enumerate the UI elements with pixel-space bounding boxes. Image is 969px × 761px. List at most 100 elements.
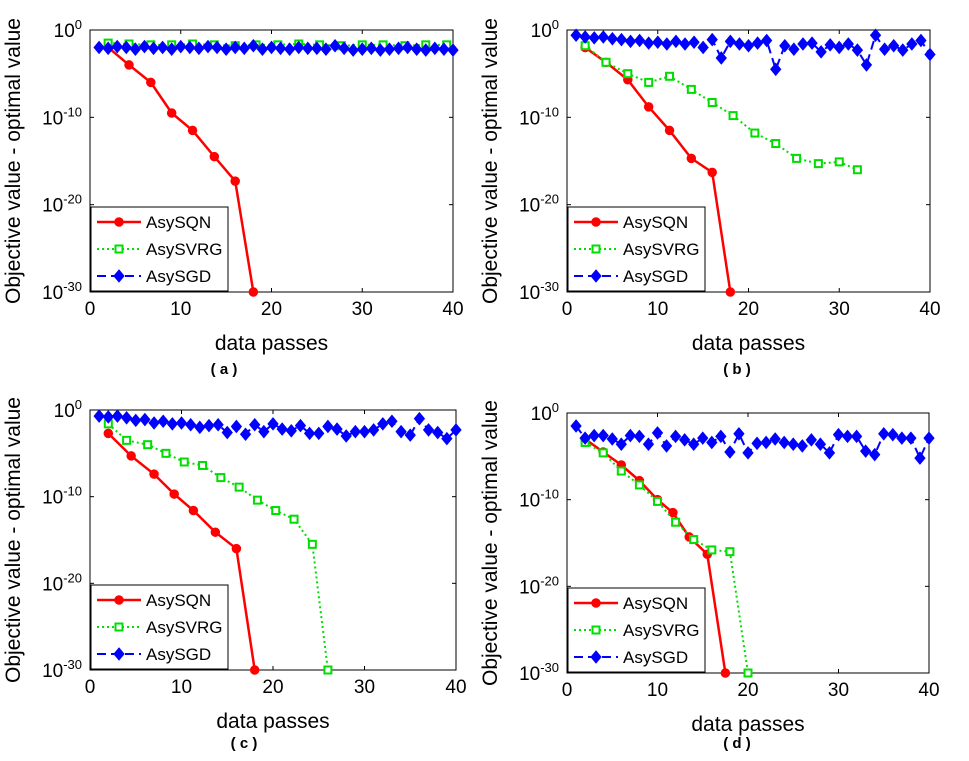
point-asysvrg-c xyxy=(234,482,244,492)
point-asysgd-c xyxy=(221,425,233,440)
point-asysvrg-b xyxy=(623,69,633,79)
x-axis-label-a: data passes xyxy=(215,332,328,355)
point-asysgd-b xyxy=(815,45,827,59)
point-asysgd-d xyxy=(869,447,881,462)
point-asysgd-d xyxy=(796,439,808,453)
point-asysgd-d xyxy=(905,431,917,445)
point-asysgd-a xyxy=(202,39,214,54)
point-asysgd-b xyxy=(706,32,718,47)
panel-d: 0 10 20 30 40 100 10-10 10-20 10-30 data passes Ob… xyxy=(479,400,940,752)
point-asysvrg-c xyxy=(271,506,281,516)
x-tick-label-c: 40 xyxy=(445,677,466,698)
point-asysvrg-b xyxy=(792,153,802,163)
x-tick-label-d: 10 xyxy=(647,680,668,701)
legend-marker-asysqn-d xyxy=(591,598,601,608)
point-asysgd-d xyxy=(651,426,664,440)
caption-b: ( b ) xyxy=(723,361,751,378)
point-asysgd-d xyxy=(778,435,790,450)
point-asysgd-d xyxy=(633,429,646,444)
point-asysgd-a xyxy=(256,42,269,56)
legend-label-asysqn-c: AsySQN xyxy=(146,591,211,610)
point-asysgd-a xyxy=(338,41,350,56)
point-asysgd-d xyxy=(850,429,863,444)
x-tick-label-b: 10 xyxy=(647,299,668,320)
plot-b: 0 10 20 30 40 100 10-10 10-20 10-30 data passes Ob… xyxy=(479,17,941,355)
point-asysgd-c xyxy=(111,409,124,423)
legend-label-asysvrg-d: AsySVRG xyxy=(623,621,700,640)
point-asysgd-d xyxy=(615,437,627,451)
series-line-asysvrg-d xyxy=(584,441,749,674)
legend-marker-asysvrg-a xyxy=(114,244,124,254)
point-asysgd-b xyxy=(697,40,709,55)
point-asysgd-c xyxy=(450,423,462,437)
point-asysgd-c xyxy=(322,419,334,434)
point-asysgd-d xyxy=(832,427,845,442)
point-asysgd-d xyxy=(769,432,781,446)
point-asysgd-a xyxy=(238,41,250,56)
point-asysgd-a xyxy=(175,39,187,54)
point-asysgd-b xyxy=(770,62,782,77)
point-asysgd-c xyxy=(130,413,142,428)
point-asysgd-a xyxy=(129,42,142,56)
point-asysqn-b xyxy=(643,102,654,112)
point-asysgd-b xyxy=(588,31,600,45)
point-asysqn-c xyxy=(103,428,114,439)
point-asysgd-b xyxy=(597,30,609,44)
point-asysqn-c xyxy=(188,505,199,516)
point-asysgd-b xyxy=(915,33,927,48)
point-asysgd-a xyxy=(447,43,459,57)
point-asysgd-a xyxy=(211,40,223,55)
point-asysgd-b xyxy=(733,37,746,51)
point-asysgd-c xyxy=(358,424,371,439)
point-asysgd-a xyxy=(93,40,105,55)
y-tick-label-b: 10-20 xyxy=(519,192,559,217)
point-asysgd-c xyxy=(258,424,270,439)
point-asysgd-b xyxy=(652,35,664,50)
legend-marker-asysvrg-d xyxy=(591,625,601,635)
point-asysgd-c xyxy=(239,427,252,442)
point-asysgd-c xyxy=(212,417,224,432)
point-asysgd-c xyxy=(175,416,188,430)
point-asysqn-a xyxy=(124,60,134,70)
point-asysvrg-c xyxy=(289,514,299,524)
point-asysgd-b xyxy=(633,33,646,48)
point-asysgd-d xyxy=(896,431,908,445)
point-asysqn-d xyxy=(720,668,731,678)
y-axis-label-c: Objective value - optimal value xyxy=(2,397,25,683)
point-asysgd-b xyxy=(869,28,882,43)
point-asysgd-d xyxy=(733,427,745,441)
point-asysgd-c xyxy=(395,424,407,439)
caption-c: ( c ) xyxy=(231,735,258,752)
point-asysgd-d xyxy=(588,428,600,443)
point-asysgd-c xyxy=(184,417,197,432)
point-asysgd-b xyxy=(751,36,764,50)
y-axis-label-b: Objective value - optimal value xyxy=(479,18,502,304)
x-axis-label-d: data passes xyxy=(691,713,804,736)
point-asysgd-c xyxy=(422,423,435,437)
point-asysgd-d xyxy=(787,437,799,451)
point-asysgd-c xyxy=(340,429,352,443)
legend-label-asysqn-b: AsySQN xyxy=(623,213,688,232)
x-tick-label-a: 0 xyxy=(85,299,96,320)
x-tick-label-d: 20 xyxy=(737,680,758,701)
point-asysgd-a xyxy=(229,40,241,55)
point-asysvrg-c xyxy=(179,457,189,467)
point-asysgd-b xyxy=(842,37,854,51)
point-asysvrg-d xyxy=(725,547,735,557)
point-asysvrg-c xyxy=(307,539,317,549)
point-asysgd-a xyxy=(383,42,396,56)
point-asysgd-c xyxy=(367,423,380,437)
x-tick-label-d: 40 xyxy=(918,680,939,701)
legend-marker-asysqn-a xyxy=(114,217,124,227)
point-asysgd-b xyxy=(878,42,891,56)
point-asysvrg-b xyxy=(601,57,611,67)
point-asysgd-a xyxy=(120,40,132,55)
point-asysvrg-d xyxy=(616,466,626,476)
point-asysgd-d xyxy=(624,428,637,443)
point-asysgd-b xyxy=(670,34,682,49)
point-asysgd-c xyxy=(102,410,114,424)
point-asysgd-b xyxy=(797,37,809,51)
y-axis-label-d: Objective value - optimal value xyxy=(479,400,502,686)
plot-c: 0 10 20 30 40 100 10-10 10-20 10-30 data passes Ob… xyxy=(2,397,467,733)
x-tick-label-d: 30 xyxy=(828,680,849,701)
